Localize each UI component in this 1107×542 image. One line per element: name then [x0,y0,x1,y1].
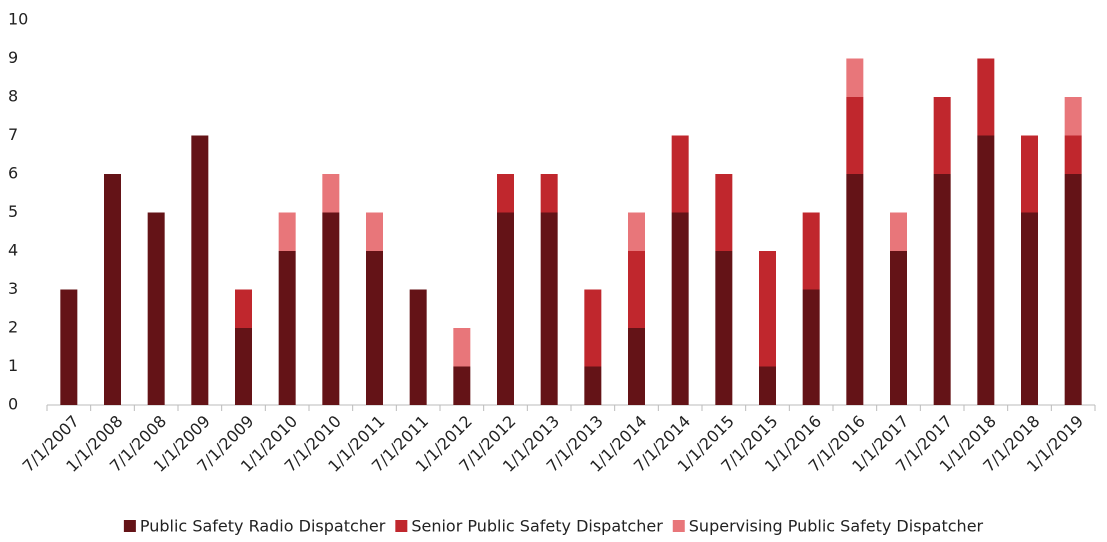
legend-swatch [123,520,136,532]
bar-segment [759,251,776,367]
bar-segment [322,174,340,213]
bar-segment [933,97,951,174]
bar-segment [409,289,427,405]
bar-segment [715,174,733,251]
bar-segment [497,212,514,405]
bar-segment [715,251,733,405]
bar-segment [104,174,121,405]
bar-segment [1064,135,1082,174]
bar-segment [147,212,165,405]
y-tick-label: 5 [8,202,18,221]
legend-swatch [395,520,408,532]
y-tick-label: 8 [8,87,18,106]
legend-label: Public Safety Radio Dispatcher [140,517,386,536]
y-tick-label: 6 [8,164,18,183]
bar-segment [366,251,383,405]
bar-segment [322,212,340,405]
bar-segment [846,174,864,405]
legend-swatch [672,520,685,532]
bar-segment [584,289,602,367]
bar-segment [1064,174,1082,405]
bar-segment [540,174,558,213]
bar-segment [1021,212,1038,405]
bar-segment [453,328,471,367]
bar-segment [1021,135,1038,213]
y-tick-label: 0 [8,395,18,414]
y-tick-label: 7 [8,125,18,144]
bar-segment [497,174,514,213]
y-tick-label: 1 [8,356,18,375]
bar-segment [278,212,296,251]
bar-segment [60,289,78,405]
bar-segment [540,212,558,405]
bar-segment [235,328,252,405]
bar-segment [933,174,951,405]
bar-segment [977,58,995,136]
bar-segment [628,328,645,405]
bar-segment [1064,97,1082,136]
y-tick-label: 4 [8,241,18,260]
bar-segment [846,97,864,174]
bar-segment [671,135,689,213]
bar-segment [671,212,689,405]
y-tick-label: 9 [8,48,18,67]
bar-segment [453,366,471,405]
legend-label: Senior Public Safety Dispatcher [411,517,663,536]
bar-segment [628,212,645,251]
y-tick-label: 10 [8,10,28,29]
bar-segment [366,212,383,251]
bar-segment [890,212,907,251]
bar-segment [759,366,776,405]
bar-segment [802,289,820,405]
bar-segment [890,251,907,405]
bar-segment [235,289,252,328]
bar-segment [584,366,602,405]
bar-segment [628,251,645,328]
bar-segment [802,212,820,290]
bar-segment [977,135,995,405]
bar-segment [191,135,209,405]
legend-label: Supervising Public Safety Dispatcher [689,517,984,536]
y-tick-label: 2 [8,318,18,337]
bar-segment [846,58,864,97]
y-tick-label: 3 [8,279,18,298]
bar-segment [278,251,296,405]
